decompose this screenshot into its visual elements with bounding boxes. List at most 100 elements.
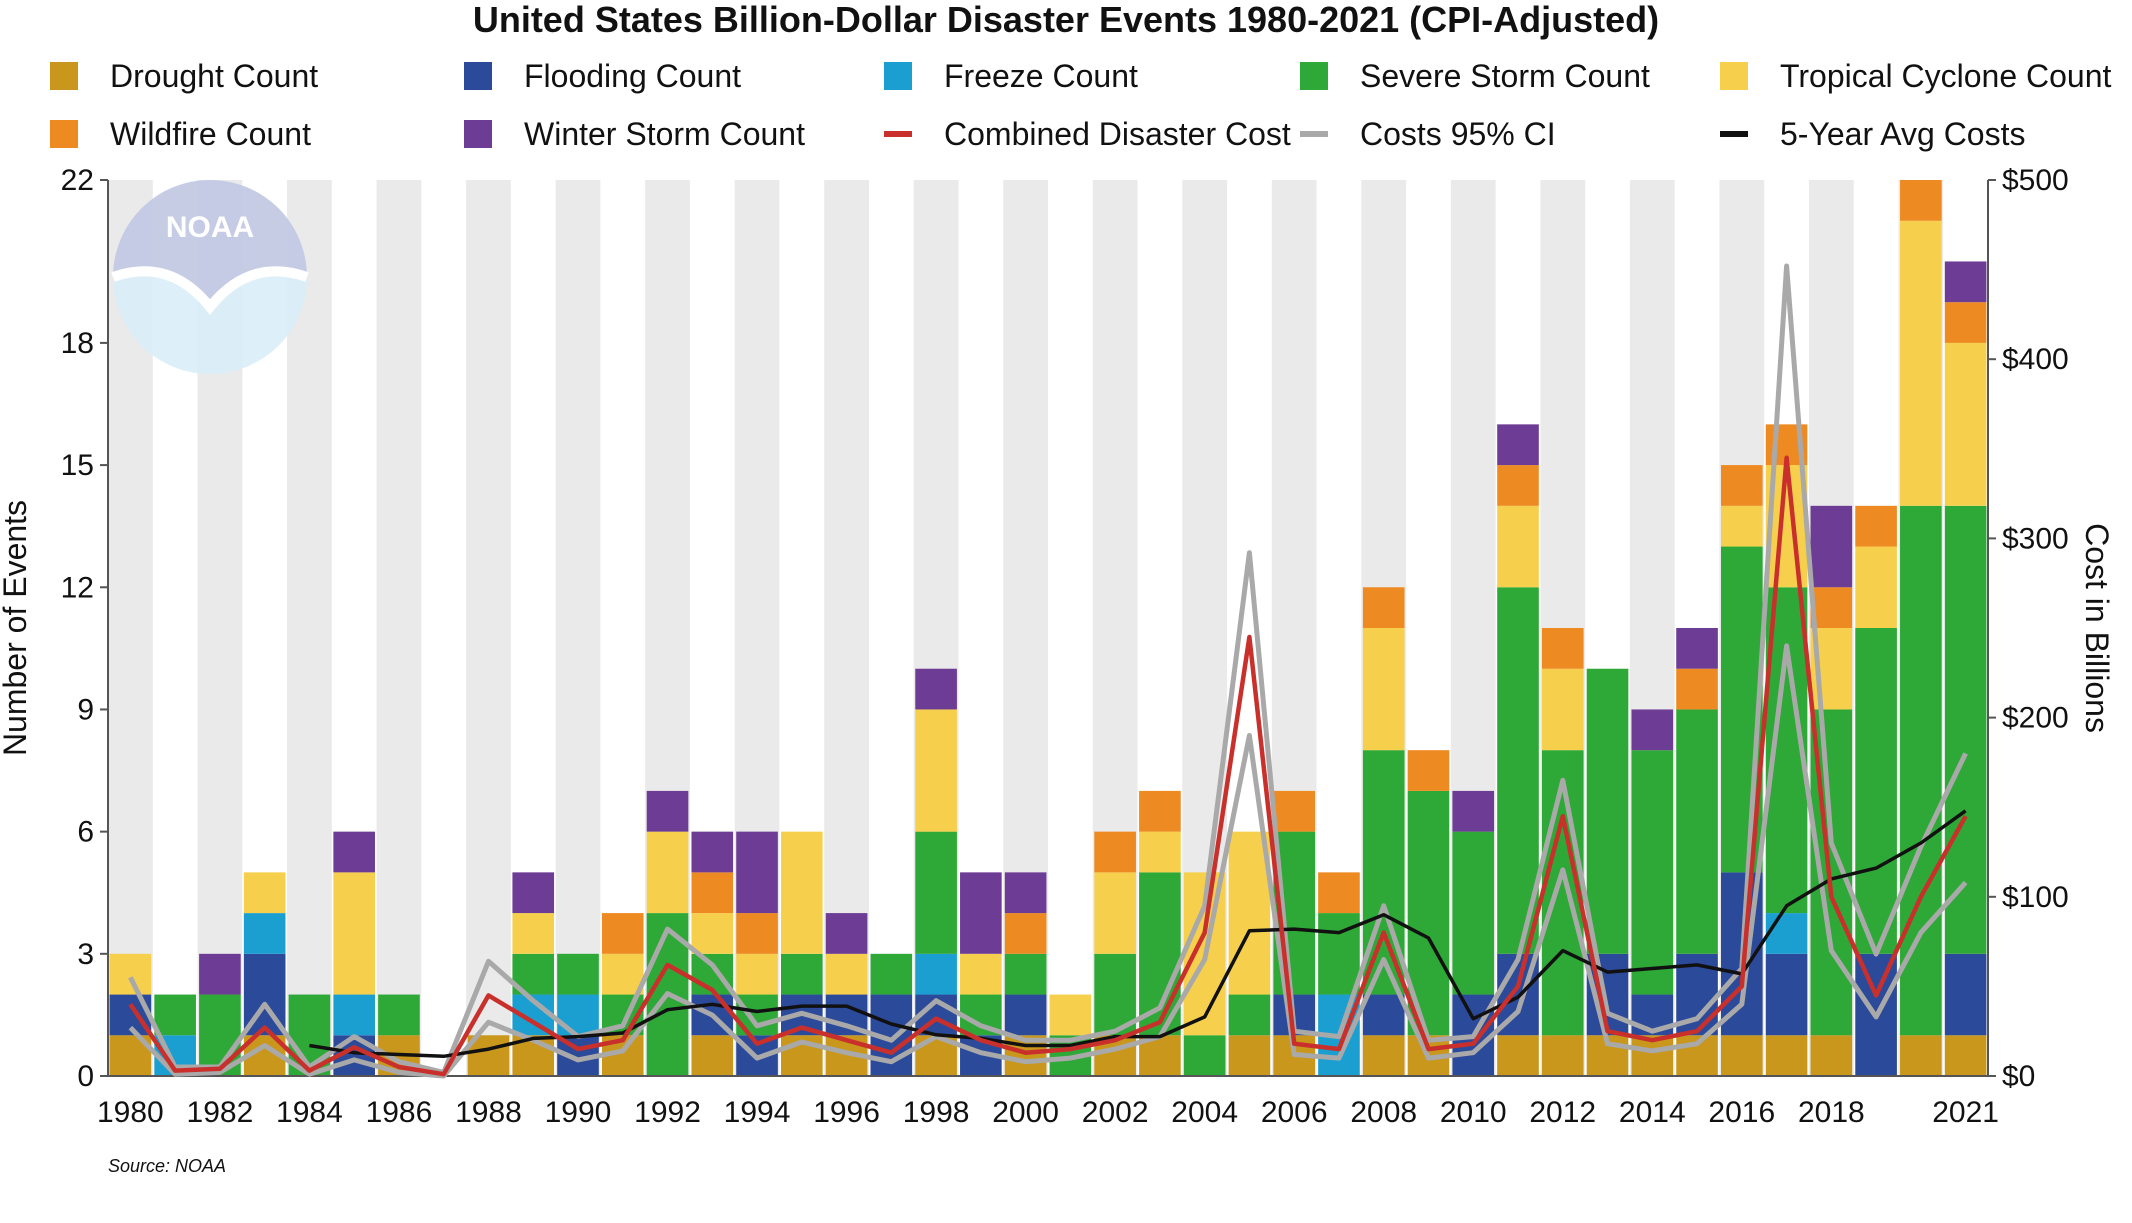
bar-winter-storm-count-1994 — [736, 831, 778, 914]
bar-tropical-cyclone-count-1999 — [960, 953, 1002, 995]
bar-drought-count-2005 — [1228, 1035, 1271, 1076]
bar-wildfire-count-1991 — [601, 913, 644, 954]
y-tick-label-18: 18 — [61, 327, 94, 360]
x-tick-label-1986: 1986 — [366, 1096, 433, 1129]
bar-tropical-cyclone-count-2011 — [1497, 505, 1539, 588]
y-tick-label-15: 15 — [61, 449, 94, 482]
source-note: Source: NOAA — [108, 1156, 227, 1176]
bar-tropical-cyclone-count-2008 — [1362, 628, 1405, 751]
x-tick-label-1982: 1982 — [187, 1096, 254, 1129]
bar-tropical-cyclone-count-1995 — [780, 831, 823, 954]
bar-wildfire-count-2003 — [1139, 790, 1181, 832]
bar-winter-storm-count-2000 — [1004, 872, 1047, 914]
bar-severe-storm-count-1995 — [780, 953, 823, 995]
x-tick-label-2006: 2006 — [1261, 1096, 1328, 1129]
x-tick-label-2000: 2000 — [992, 1096, 1059, 1129]
y2-tick-label: $100 — [2002, 881, 2069, 914]
bar-winter-storm-count-1982 — [199, 953, 241, 995]
bar-severe-storm-count-2019 — [1855, 628, 1897, 954]
x-tick-label-1994: 1994 — [724, 1096, 791, 1129]
bar-severe-storm-count-1981 — [154, 994, 196, 1036]
background-stripe-1988 — [466, 180, 511, 1076]
bar-tropical-cyclone-count-2012 — [1541, 668, 1584, 751]
bar-winter-storm-count-1996 — [825, 913, 868, 954]
legend-label: Tropical Cyclone Count — [1780, 57, 2112, 94]
line-ci-upper — [128, 263, 1968, 1075]
x-tick-label-2010: 2010 — [1440, 1096, 1507, 1129]
legend-label: Freeze Count — [944, 57, 1138, 94]
bar-wildfire-count-2000 — [1004, 913, 1047, 954]
bar-wildfire-count-2019 — [1855, 505, 1897, 547]
bar-drought-count-2017 — [1765, 1035, 1808, 1076]
legend-swatch — [464, 62, 492, 90]
bar-tropical-cyclone-count-2001 — [1049, 994, 1092, 1036]
bar-freeze-count-1985 — [333, 994, 376, 1036]
bar-tropical-cyclone-count-1992 — [646, 831, 689, 914]
legend-swatch — [1300, 62, 1328, 90]
bar-tropical-cyclone-count-2003 — [1139, 831, 1181, 873]
bar-drought-count-1993 — [691, 1035, 734, 1076]
x-tick-label-1980: 1980 — [97, 1096, 164, 1129]
bar-tropical-cyclone-count-1993 — [691, 913, 734, 954]
legend-item-freeze-count: Freeze Count — [884, 58, 1138, 94]
bar-flooding-count-2017 — [1765, 953, 1808, 1036]
legend-item-tropical-cyclone-count: Tropical Cyclone Count — [1720, 58, 2111, 94]
bar-wildfire-count-2002 — [1094, 831, 1136, 873]
x-tick-label-1996: 1996 — [813, 1096, 880, 1129]
y2-tick-label: $300 — [2002, 522, 2069, 555]
y-tick-label-3: 3 — [77, 938, 94, 971]
bar-tropical-cyclone-count-1985 — [333, 872, 376, 995]
bar-severe-storm-count-2021 — [1944, 505, 1987, 954]
legend-label: Wildfire Count — [110, 115, 311, 152]
bar-winter-storm-count-1993 — [691, 831, 734, 873]
bar-winter-storm-count-2021 — [1944, 261, 1987, 303]
line-combined-cost — [128, 455, 1968, 1077]
bar-winter-storm-count-1985 — [333, 831, 376, 873]
y2-axis-title: Cost in Billions — [2079, 523, 2115, 733]
x-tick-label-2016: 2016 — [1708, 1096, 1775, 1129]
x-tick-label-1998: 1998 — [903, 1096, 970, 1129]
legend-label: Winter Storm Count — [524, 115, 805, 152]
bar-winter-storm-count-1989 — [512, 872, 555, 914]
bar-severe-storm-count-2000 — [1004, 953, 1047, 995]
legend-label: 5-Year Avg Costs — [1780, 115, 2026, 152]
bar-freeze-count-2017 — [1765, 913, 1808, 954]
bar-severe-storm-count-1990 — [557, 953, 599, 995]
x-tick-label-1990: 1990 — [545, 1096, 612, 1129]
bar-tropical-cyclone-count-2020 — [1900, 220, 1942, 506]
bar-tropical-cyclone-count-1998 — [915, 709, 957, 832]
legend-label: Combined Disaster Cost — [944, 115, 1291, 152]
bar-winter-storm-count-2018 — [1810, 505, 1853, 588]
legend-label: Drought Count — [110, 57, 319, 94]
bar-severe-storm-count-2004 — [1183, 1035, 1226, 1076]
legend-item-drought-count: Drought Count — [50, 58, 318, 94]
legend-item-flooding-count: Flooding Count — [464, 58, 741, 94]
bar-wildfire-count-2012 — [1541, 628, 1584, 669]
bar-severe-storm-count-2014 — [1631, 750, 1674, 995]
bar-drought-count-2012 — [1541, 1035, 1584, 1076]
bar-winter-storm-count-2014 — [1631, 709, 1674, 751]
legend-label: Costs 95% CI — [1360, 115, 1556, 152]
bar-wildfire-count-2008 — [1362, 587, 1405, 628]
legend-swatch — [464, 120, 492, 148]
y-tick-label-0: 0 — [77, 1060, 94, 1093]
y-axis-title: Number of Events — [0, 500, 33, 756]
noaa-logo-wave-icon — [111, 266, 309, 315]
bar-flooding-count-2008 — [1362, 994, 1405, 1036]
bar-drought-count-2016 — [1720, 1035, 1763, 1076]
x-tick-label-2004: 2004 — [1171, 1096, 1238, 1129]
bar-winter-storm-count-2011 — [1497, 424, 1539, 466]
bar-tropical-cyclone-count-1994 — [736, 953, 778, 995]
line-ci-lower — [128, 643, 1968, 1079]
legend-item-costs-95-ci: Costs 95% CI — [1300, 116, 1556, 152]
legend-label: Flooding Count — [524, 57, 742, 94]
bar-tropical-cyclone-count-1983 — [243, 872, 286, 914]
bar-wildfire-count-1994 — [736, 913, 778, 954]
x-tick-label-2002: 2002 — [1082, 1096, 1149, 1129]
y2-tick-label: $200 — [2002, 702, 2069, 735]
bar-wildfire-count-2018 — [1810, 587, 1853, 628]
bar-tropical-cyclone-count-1980 — [109, 953, 152, 995]
bar-drought-count-2011 — [1497, 1035, 1539, 1076]
bar-severe-storm-count-2013 — [1586, 668, 1629, 954]
